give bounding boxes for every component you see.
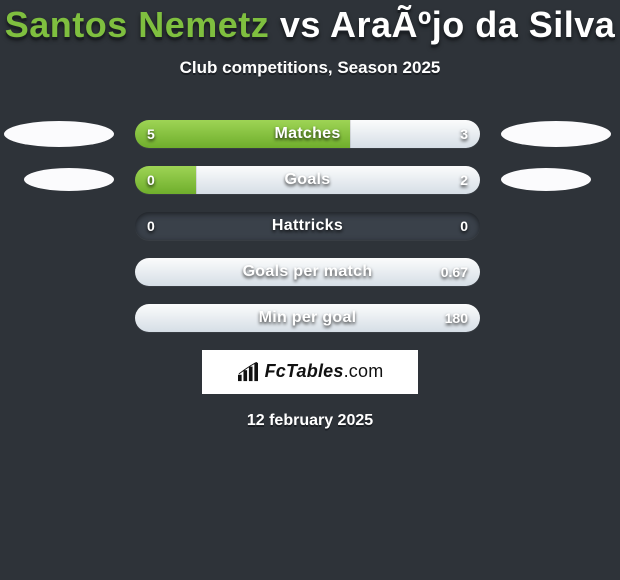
player-avatar — [501, 121, 611, 147]
bar-fill-left — [135, 120, 352, 148]
bar-fill-right — [196, 166, 480, 194]
logo-tables: Tables — [286, 361, 344, 381]
stat-rows: Matches53 Goals02 Hattricks0 0 Goals per mat… — [0, 120, 620, 332]
stat-bar: Hattricks0 0 — [135, 212, 480, 240]
stat-value-right: 0 — [460, 212, 468, 240]
logo-fc: Fc — [265, 361, 286, 381]
bar-chart-icon — [237, 362, 259, 382]
stat-row: Min per goal180 — [0, 304, 620, 332]
stat-bar: Matches53 — [135, 120, 480, 148]
bar-fill-left — [135, 166, 198, 194]
bar-fill-right — [135, 258, 480, 286]
title-vs: vs — [280, 4, 321, 45]
stat-bar: Goals per match0.67 — [135, 258, 480, 286]
stat-bar: Goals02 — [135, 166, 480, 194]
fctables-logo[interactable]: FcTables.com — [202, 350, 418, 394]
stat-row: Hattricks0 0 — [0, 212, 620, 240]
title-player1: Santos Nemetz — [5, 4, 270, 45]
team-avatar — [501, 168, 591, 191]
stat-label: Hattricks — [135, 212, 480, 240]
stat-row: Goals02 — [0, 166, 620, 194]
logo-text: FcTables.com — [265, 361, 384, 382]
bar-fill-right — [135, 304, 480, 332]
page-title: Santos Nemetz vs AraÃºjo da Silva — [0, 0, 620, 44]
bar-fill-right — [350, 120, 480, 148]
stat-row: Goals per match0.67 — [0, 258, 620, 286]
team-avatar — [24, 168, 114, 191]
player-avatar — [4, 121, 114, 147]
date-caption: 12 february 2025 — [0, 412, 620, 430]
logo-dotcom: .com — [344, 361, 384, 381]
stat-value-left: 0 — [147, 212, 155, 240]
comparison-card: Santos Nemetz vs AraÃºjo da Silva Club c… — [0, 0, 620, 430]
subtitle: Club competitions, Season 2025 — [0, 58, 620, 78]
title-player2: AraÃºjo da Silva — [330, 4, 615, 45]
stat-bar: Min per goal180 — [135, 304, 480, 332]
stat-row: Matches53 — [0, 120, 620, 148]
